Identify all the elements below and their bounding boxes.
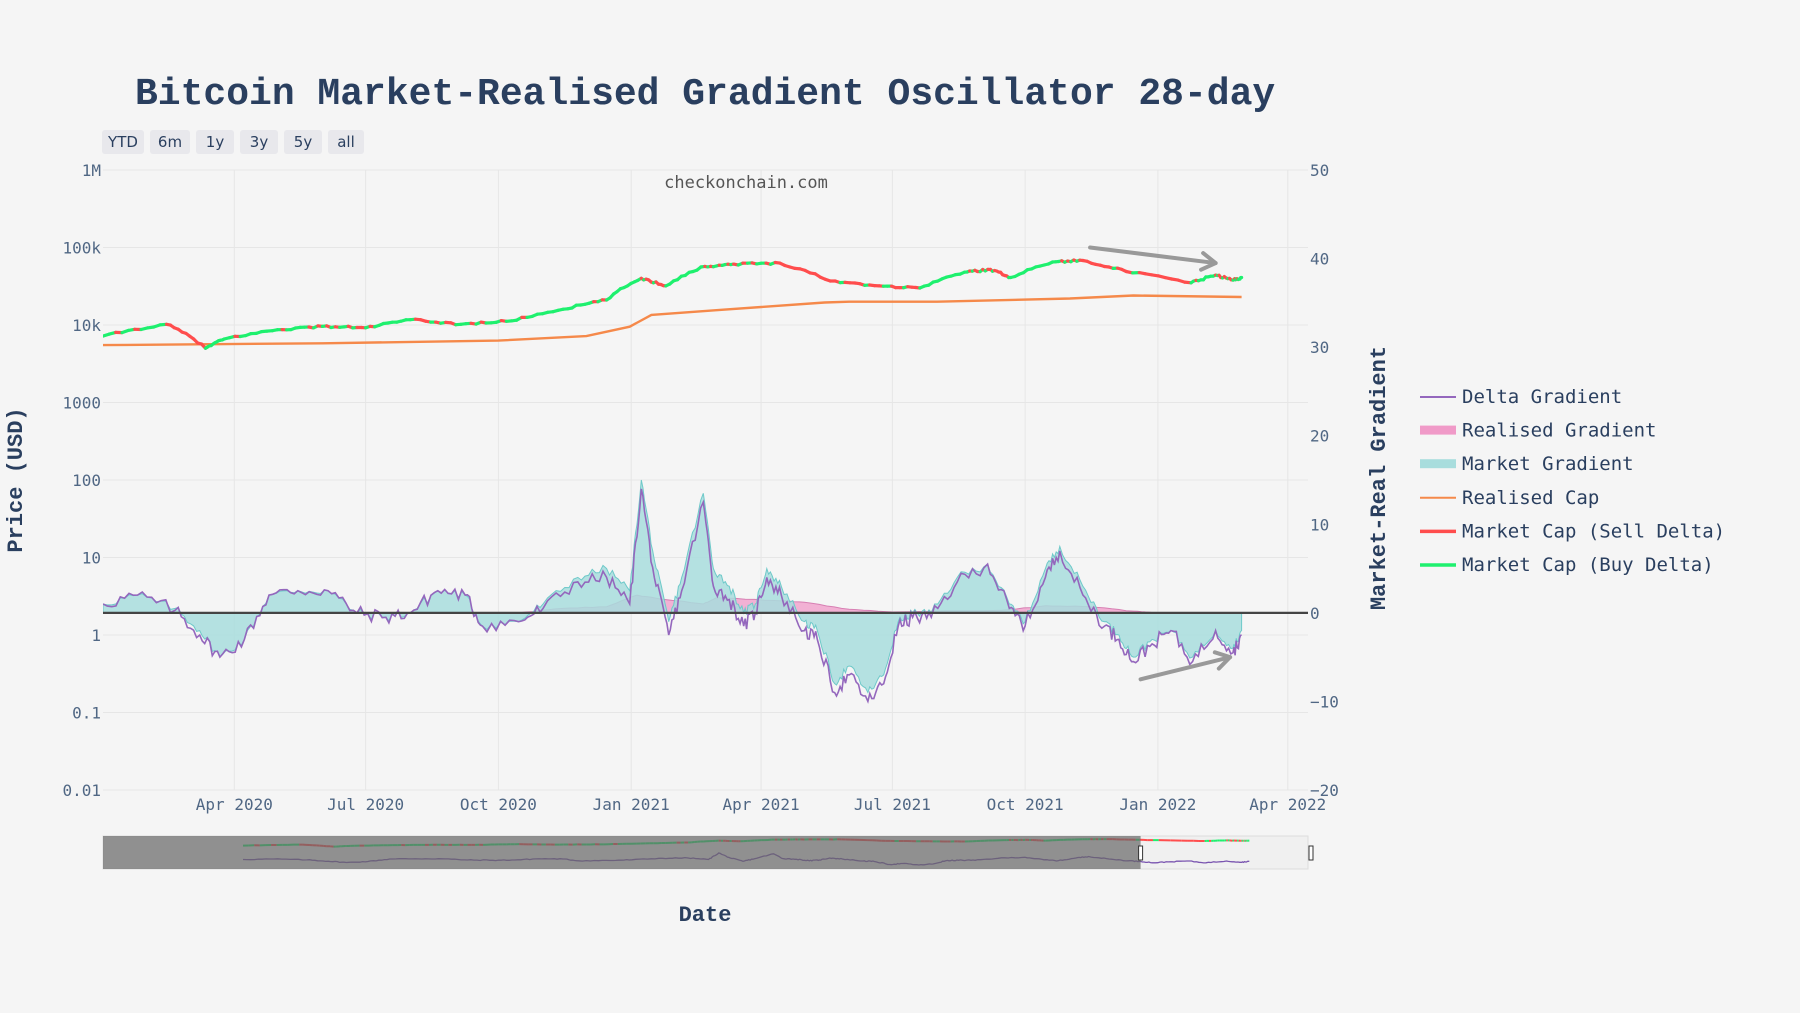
legend-swatch xyxy=(1420,425,1456,435)
y-right-tick-label: 30 xyxy=(1310,338,1329,357)
y-left-tick-label: 0.1 xyxy=(72,704,101,723)
legend-label: Market Cap (Sell Delta) xyxy=(1462,520,1725,542)
x-axis: Apr 2020 Jul 2020 Oct 2020 Jan 2021 Apr 2021… xyxy=(196,795,1327,814)
range-button-label: 1y xyxy=(206,133,225,151)
range-slider[interactable] xyxy=(102,835,1314,870)
range-button-3y[interactable]: 3y xyxy=(240,130,278,154)
legend-label: Realised Cap xyxy=(1462,487,1599,509)
arrow-head xyxy=(1199,251,1218,272)
legend-item[interactable]: Market Cap (Buy Delta) xyxy=(1420,554,1714,576)
y-axis-left: 0.01 0.1 1 10 100 1000 10k 100k 1M xyxy=(62,161,101,800)
range-button-bg xyxy=(240,130,278,154)
range-button-6m[interactable]: 6m xyxy=(150,130,190,154)
range-button-label: all xyxy=(337,133,355,151)
arrow-shaft xyxy=(1088,245,1218,266)
y-left-tick-label: 1M xyxy=(82,161,101,180)
x-tick-label: Apr 2022 xyxy=(1249,795,1326,814)
y-right-tick-label: 20 xyxy=(1310,427,1329,446)
legend-item[interactable]: Realised Gradient xyxy=(1420,420,1656,442)
legend-label: Delta Gradient xyxy=(1462,386,1622,408)
chart-title: Bitcoin Market-Realised Gradient Oscilla… xyxy=(135,73,1275,116)
legend-label: Market Cap (Buy Delta) xyxy=(1462,554,1714,576)
y-right-tick-label: 0 xyxy=(1310,604,1320,623)
x-tick-label: Jul 2020 xyxy=(327,795,404,814)
gradient-uptrend-arrow xyxy=(1138,650,1233,682)
x-tick-label: Oct 2021 xyxy=(987,795,1064,814)
y-left-tick-label: 1000 xyxy=(62,394,101,413)
legend-item[interactable]: Market Cap (Sell Delta) xyxy=(1420,520,1725,542)
market-gradient-area xyxy=(103,479,1243,694)
range-button-bg xyxy=(196,130,234,154)
range-button-ytd[interactable]: YTD xyxy=(102,130,144,154)
y-right-tick-label: 10 xyxy=(1310,515,1329,534)
y-right-tick-label: −20 xyxy=(1310,781,1339,800)
range-button-bg xyxy=(150,130,190,154)
range-button-5y[interactable]: 5y xyxy=(284,130,322,154)
legend-label: Realised Gradient xyxy=(1462,420,1656,442)
range-button-bg xyxy=(328,130,364,154)
y-right-tick-label: 40 xyxy=(1310,250,1329,269)
y-left-tick-label: 100k xyxy=(62,239,101,258)
annotations xyxy=(1088,245,1233,682)
range-slider-mask xyxy=(103,836,1141,869)
x-tick-label: Apr 2021 xyxy=(723,795,800,814)
grid xyxy=(103,169,1308,791)
legend: Delta Gradient Realised Gradient Market Gr… xyxy=(1420,386,1725,576)
range-button-1y[interactable]: 1y xyxy=(196,130,234,154)
y-axis-right: −20 −10 0 10 20 30 40 50 xyxy=(1310,161,1339,800)
legend-item[interactable]: Market Gradient xyxy=(1420,453,1634,475)
range-button-label: YTD xyxy=(107,133,138,151)
x-tick-label: Apr 2020 xyxy=(196,795,273,814)
legend-item[interactable]: Delta Gradient xyxy=(1420,386,1622,408)
y-left-tick-label: 10k xyxy=(72,316,101,335)
arrow-head xyxy=(1212,650,1233,671)
plot-area[interactable] xyxy=(103,258,1244,704)
y-axis-left-title: Price (USD) xyxy=(4,407,29,552)
legend-label: Market Gradient xyxy=(1462,453,1634,475)
range-button-all[interactable]: all xyxy=(328,130,364,154)
x-tick-label: Jul 2021 xyxy=(854,795,931,814)
range-button-label: 3y xyxy=(250,133,269,151)
range-button-bg xyxy=(284,130,322,154)
arrow-shaft xyxy=(1138,655,1233,682)
y-axis-right-title: Market-Real Gradient xyxy=(1367,346,1392,610)
y-right-tick-label: −10 xyxy=(1310,692,1339,711)
y-left-tick-label: 100 xyxy=(72,471,101,490)
y-left-tick-label: 10 xyxy=(82,549,101,568)
range-slider-handle-right[interactable] xyxy=(1308,845,1314,861)
realised-cap-line xyxy=(103,294,1242,347)
y-left-tick-label: 0.01 xyxy=(62,781,101,800)
x-tick-label: Jan 2021 xyxy=(593,795,670,814)
x-tick-label: Oct 2020 xyxy=(460,795,537,814)
y-right-tick-label: 50 xyxy=(1310,161,1329,180)
x-tick-label: Jan 2022 xyxy=(1119,795,1196,814)
y-left-tick-label: 1 xyxy=(91,626,101,645)
legend-item[interactable]: Realised Cap xyxy=(1420,487,1599,509)
watermark: checkonchain.com xyxy=(664,173,828,193)
legend-swatch xyxy=(1420,459,1456,469)
range-slider-handle-left[interactable] xyxy=(1138,845,1144,861)
range-button-bg xyxy=(102,130,144,154)
price-downtrend-arrow xyxy=(1088,245,1218,272)
delta-gradient-line xyxy=(103,488,1242,704)
range-button-label: 5y xyxy=(294,133,313,151)
range-selector: YTD 6m 1y 3y 5y all xyxy=(102,130,364,154)
range-button-label: 6m xyxy=(158,133,182,151)
x-axis-title: Date xyxy=(679,903,732,928)
